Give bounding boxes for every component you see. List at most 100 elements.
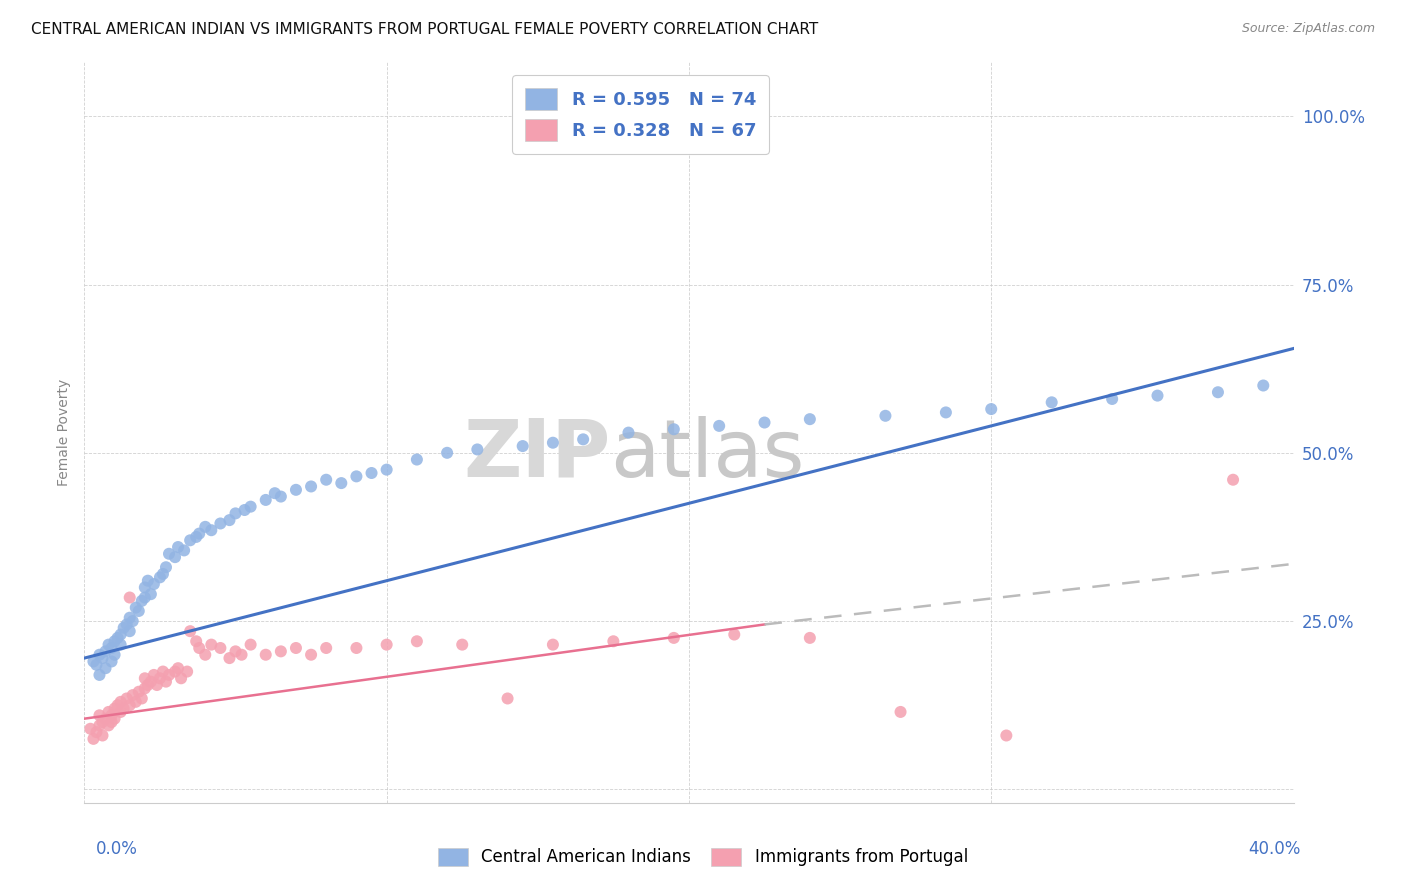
Point <box>330 476 353 491</box>
Point <box>572 433 595 447</box>
Point <box>218 651 240 665</box>
Point <box>157 668 180 682</box>
Point <box>97 638 120 652</box>
Point <box>254 492 277 507</box>
Point <box>346 469 368 483</box>
Point <box>617 425 640 440</box>
Point <box>100 714 122 729</box>
Point <box>188 526 211 541</box>
Point <box>239 500 262 514</box>
Point <box>115 617 138 632</box>
Point <box>176 665 198 679</box>
Point <box>118 591 141 605</box>
Point <box>118 624 141 639</box>
Point <box>299 648 322 662</box>
Point <box>173 543 195 558</box>
Point <box>451 638 474 652</box>
Point <box>662 422 685 436</box>
Point <box>134 591 156 605</box>
Point <box>128 604 150 618</box>
Point <box>100 640 122 655</box>
Point <box>165 550 187 565</box>
Point <box>146 678 169 692</box>
Point <box>194 520 217 534</box>
Point <box>1146 389 1168 403</box>
Point <box>149 570 172 584</box>
Point <box>110 638 132 652</box>
Point <box>1206 385 1229 400</box>
Y-axis label: Female Poverty: Female Poverty <box>58 379 72 486</box>
Legend: R = 0.595   N = 74, R = 0.328   N = 67: R = 0.595 N = 74, R = 0.328 N = 67 <box>512 75 769 153</box>
Text: atlas: atlas <box>610 416 804 494</box>
Point <box>79 722 101 736</box>
Point <box>375 638 398 652</box>
Point <box>225 644 247 658</box>
Point <box>346 640 368 655</box>
Point <box>1040 395 1063 409</box>
Point <box>89 708 111 723</box>
Text: CENTRAL AMERICAN INDIAN VS IMMIGRANTS FROM PORTUGAL FEMALE POVERTY CORRELATION C: CENTRAL AMERICAN INDIAN VS IMMIGRANTS FR… <box>31 22 818 37</box>
Point <box>406 452 429 467</box>
Point <box>179 624 201 639</box>
Point <box>360 466 382 480</box>
Point <box>662 631 685 645</box>
Point <box>89 648 111 662</box>
Point <box>1101 392 1123 406</box>
Point <box>799 631 821 645</box>
Point <box>107 631 129 645</box>
Point <box>110 627 132 641</box>
Point <box>541 435 564 450</box>
Point <box>104 701 127 715</box>
Text: ZIP: ZIP <box>463 416 610 494</box>
Point <box>100 708 122 723</box>
Point <box>406 634 429 648</box>
Point <box>170 671 193 685</box>
Point <box>165 665 187 679</box>
Point <box>980 402 1002 417</box>
Point <box>139 587 162 601</box>
Point <box>121 614 143 628</box>
Point <box>100 655 122 669</box>
Point <box>142 668 165 682</box>
Point <box>285 483 308 497</box>
Point <box>136 574 159 588</box>
Point <box>86 725 108 739</box>
Point <box>200 638 222 652</box>
Text: Source: ZipAtlas.com: Source: ZipAtlas.com <box>1241 22 1375 36</box>
Point <box>167 661 190 675</box>
Point <box>112 621 135 635</box>
Point <box>107 698 129 713</box>
Point <box>1222 473 1244 487</box>
Text: 40.0%: 40.0% <box>1249 840 1301 858</box>
Point <box>186 634 208 648</box>
Point <box>139 674 162 689</box>
Point <box>118 611 141 625</box>
Point <box>188 640 211 655</box>
Point <box>89 718 111 732</box>
Legend: Central American Indians, Immigrants from Portugal: Central American Indians, Immigrants fro… <box>430 839 976 875</box>
Point <box>299 479 322 493</box>
Point <box>315 473 337 487</box>
Point <box>94 644 117 658</box>
Point <box>86 657 108 672</box>
Point <box>134 681 156 696</box>
Point <box>254 648 277 662</box>
Point <box>155 674 177 689</box>
Point <box>315 640 337 655</box>
Point <box>179 533 201 548</box>
Point <box>512 439 534 453</box>
Point <box>233 503 256 517</box>
Point <box>194 648 217 662</box>
Point <box>263 486 285 500</box>
Point <box>104 712 127 726</box>
Point <box>110 705 132 719</box>
Point <box>152 665 174 679</box>
Point <box>89 668 111 682</box>
Point <box>799 412 821 426</box>
Point <box>94 712 117 726</box>
Point <box>104 648 127 662</box>
Point <box>136 678 159 692</box>
Point <box>995 729 1018 743</box>
Point <box>890 705 912 719</box>
Point <box>112 701 135 715</box>
